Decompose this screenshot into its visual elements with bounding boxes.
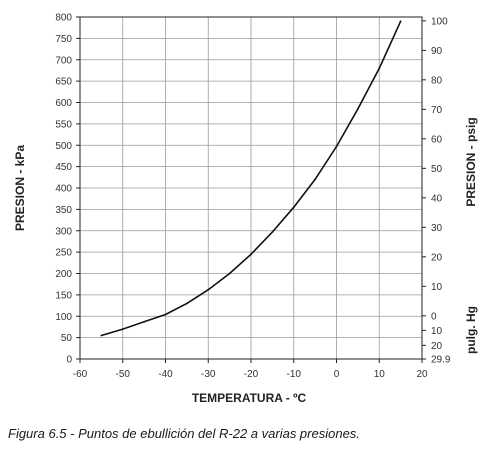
right-tick-label: 20 <box>431 252 443 263</box>
data-point <box>164 313 167 316</box>
data-point <box>121 328 124 330</box>
x-tick-label: -40 <box>158 369 173 380</box>
left-tick-label: 300 <box>55 226 72 237</box>
left-tick-label: 800 <box>55 13 72 24</box>
left-tick-label: 750 <box>55 34 72 45</box>
data-point <box>292 206 295 209</box>
data-point <box>378 67 381 70</box>
data-point <box>271 231 274 233</box>
right-tick-label: 0 <box>431 311 437 322</box>
right-tick-label: 40 <box>431 193 443 204</box>
x-tick-label: -30 <box>201 369 216 380</box>
data-point <box>100 334 103 337</box>
left-tick-label: 50 <box>61 333 73 344</box>
x-tick-label: -60 <box>73 369 88 380</box>
data-point <box>335 145 338 148</box>
left-tick-label: 700 <box>55 55 72 66</box>
right-tick-label: 29.9 <box>431 355 451 366</box>
x-axis-ticks: -60 -50 -40 -30 -20 -10 0 10 20 <box>73 359 428 380</box>
right-tick-label: 60 <box>431 134 443 145</box>
x-tick-label: -10 <box>287 369 302 380</box>
x-axis-title: TEMPERATURA - ºC <box>192 391 307 405</box>
y-axis-title-right-lower: pulg. Hg <box>464 306 478 354</box>
left-tick-label: 200 <box>55 269 72 280</box>
left-tick-label: 250 <box>55 248 72 259</box>
left-tick-label: 350 <box>55 205 72 216</box>
data-point <box>399 20 402 23</box>
x-tick-label: -20 <box>244 369 259 380</box>
data-point <box>186 302 188 305</box>
right-tick-label: 20 <box>431 341 443 352</box>
right-tick-label: 100 <box>431 16 448 27</box>
right-tick-label: 90 <box>431 46 443 57</box>
data-point <box>207 288 210 291</box>
right-tick-label: 70 <box>431 105 443 116</box>
figure-caption: Figura 6.5 - Puntos de ebullición del R-… <box>8 426 360 441</box>
left-tick-label: 100 <box>55 312 72 323</box>
data-points <box>100 20 402 337</box>
left-tick-label: 0 <box>66 355 72 366</box>
right-tick-label: 80 <box>431 75 443 86</box>
y-axis-title-right-upper: PRESION - psig <box>464 117 478 206</box>
right-tick-label: 50 <box>431 164 443 175</box>
left-tick-label: 500 <box>55 141 72 152</box>
data-point <box>228 272 231 275</box>
x-tick-label: -50 <box>116 369 131 380</box>
x-tick-label: 0 <box>334 369 340 380</box>
data-point <box>314 178 316 181</box>
x-tick-label: 10 <box>374 369 386 380</box>
y-axis-title-left: PRESION - kPa <box>13 145 27 231</box>
left-tick-label: 650 <box>55 77 72 88</box>
right-tick-label: 10 <box>431 326 443 337</box>
left-tick-label: 450 <box>55 162 72 173</box>
left-tick-label: 600 <box>55 98 72 109</box>
data-point <box>250 253 252 256</box>
data-point <box>357 108 359 110</box>
data-point <box>143 320 146 323</box>
left-axis-ticks: 0 50 100 150 200 250 300 350 400 450 500 550 600 650 7… <box>55 13 80 366</box>
right-tick-label: 10 <box>431 282 443 293</box>
grid <box>79 16 423 360</box>
left-tick-label: 400 <box>55 184 72 195</box>
left-tick-label: 550 <box>55 119 72 130</box>
x-tick-label: 20 <box>416 369 428 380</box>
right-tick-label: 30 <box>431 223 443 234</box>
left-tick-label: 150 <box>55 290 72 301</box>
